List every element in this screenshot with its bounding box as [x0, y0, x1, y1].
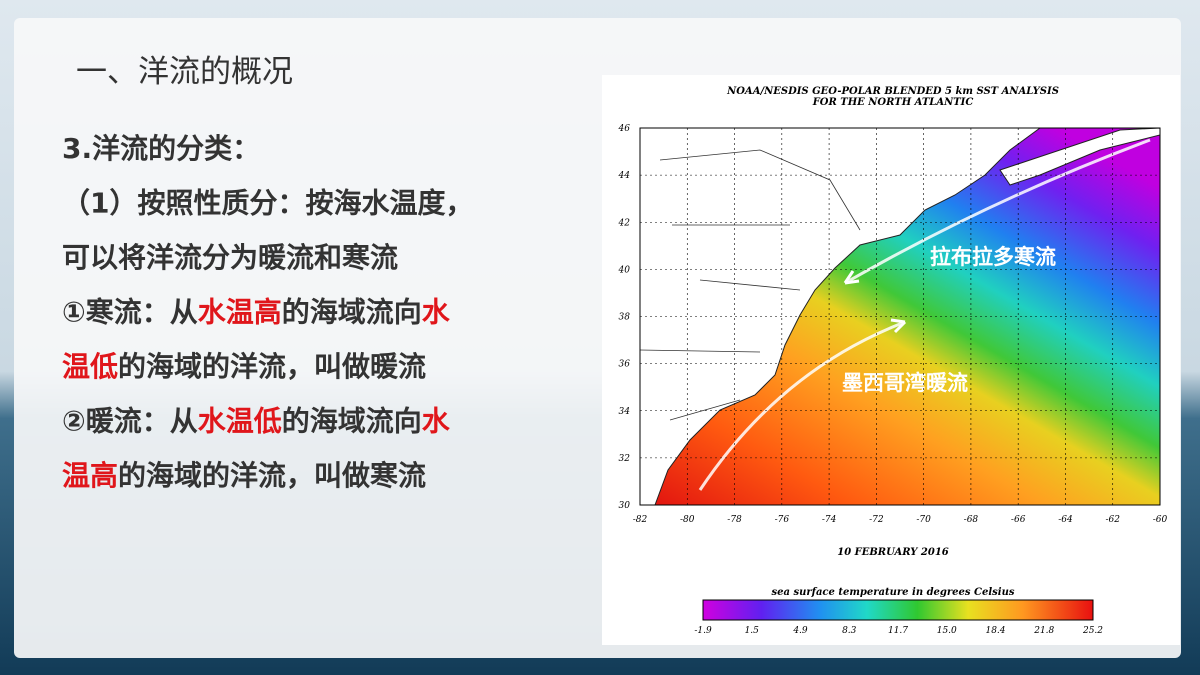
body-line: ②暖流：从水温低的海域流向水 — [62, 405, 451, 438]
text-segment: 的海域的洋流，叫做暖流 — [118, 350, 426, 383]
lon-label: -80 — [680, 515, 695, 525]
lon-label: -70 — [916, 515, 931, 525]
lon-label: -72 — [869, 515, 884, 525]
arrowhead — [843, 270, 860, 285]
text-segment: 水 — [422, 405, 451, 438]
colorbar-label: 25.2 — [1082, 626, 1103, 636]
text-segment: 水温低 — [198, 405, 282, 438]
lon-label: -82 — [633, 515, 648, 525]
map-title: NOAA/NESDIS GEO-POLAR BLENDED 5 km SST A… — [726, 86, 1059, 97]
body-line: 温高的海域的洋流，叫做寒流 — [62, 459, 426, 492]
colorbar-label: -1.9 — [694, 626, 712, 636]
lon-label: -66 — [1011, 515, 1026, 525]
lat-label: 38 — [619, 313, 631, 323]
colorbar — [702, 599, 1094, 621]
text-segment: 的海域流向 — [282, 296, 422, 329]
lat-label: 34 — [619, 407, 631, 417]
body-line: （1）按照性质分：按海水温度， — [62, 187, 473, 220]
colorbar-label: 18.4 — [985, 626, 1005, 636]
map-title: FOR THE NORTH ATLANTIC — [812, 97, 974, 108]
lon-label: -78 — [727, 515, 742, 525]
lat-label: 40 — [618, 265, 631, 275]
lat-label: 42 — [618, 218, 631, 228]
body-text: 3.洋流的分类： （1）按照性质分：按海水温度， 可以将洋流分为暖流和寒流 ①寒流：从… — [62, 132, 473, 492]
body-line: 温低的海域的洋流，叫做暖流 — [62, 350, 426, 383]
sst-map: 拉布拉多寒流 墨西哥湾暖流 10 FEBRUARY 2016 sea surfa… — [602, 75, 1180, 645]
lon-label: -62 — [1105, 515, 1120, 525]
lon-label: -60 — [1153, 515, 1168, 525]
text-segment: （1）按照性质分：按海水温度， — [62, 187, 473, 220]
lon-label: -68 — [964, 515, 979, 525]
lat-label: 32 — [619, 454, 631, 464]
text-segment: ①寒流：从 — [62, 296, 198, 329]
text-segment: 的海域流向 — [282, 405, 422, 438]
cold-current-arrow — [844, 138, 1151, 285]
warm-current-arrow — [698, 320, 906, 491]
text-segment: ②暖流：从 — [62, 405, 198, 438]
colorbar-title: sea surface temperature in degrees Celsi… — [772, 587, 1015, 598]
lat-label: 36 — [619, 360, 631, 370]
text-segment: 可以将洋流分为暖流和寒流 — [62, 241, 398, 274]
colorbar-label: 21.8 — [1033, 626, 1054, 636]
lat-label: 44 — [618, 171, 631, 181]
map-date: 10 FEBRUARY 2016 — [837, 547, 949, 558]
body-line: 3.洋流的分类： — [62, 132, 260, 165]
text-segment: 水 — [422, 296, 451, 329]
text-segment: 水温高 — [198, 296, 282, 329]
text-segment: 温低 — [62, 350, 118, 383]
borders — [639, 149, 861, 421]
colorbar-label: 1.5 — [745, 626, 760, 636]
lat-label: 30 — [619, 501, 631, 511]
body-line: ①寒流：从水温高的海域流向水 — [62, 296, 451, 329]
text-segment: 温高 — [62, 459, 118, 492]
body-line: 可以将洋流分为暖流和寒流 — [62, 241, 398, 274]
text-segment: 的海域的洋流，叫做寒流 — [118, 459, 426, 492]
warm-current-label: 墨西哥湾暖流 — [842, 371, 968, 395]
lon-label: -74 — [822, 515, 837, 525]
slide-title: 一、洋流的概况 — [76, 54, 293, 90]
colorbar-label: 8.3 — [842, 626, 857, 636]
arrowhead — [890, 318, 907, 334]
colorbar-label: 15.0 — [937, 626, 957, 636]
lon-label: -76 — [775, 515, 790, 525]
lat-label: 46 — [618, 124, 631, 134]
lon-label: -64 — [1058, 515, 1073, 525]
colorbar-label: 4.9 — [792, 626, 808, 636]
text-segment: 3.洋流的分类： — [62, 132, 260, 165]
colorbar-label: 11.7 — [888, 626, 908, 636]
cold-current-label: 拉布拉多寒流 — [930, 245, 1056, 269]
